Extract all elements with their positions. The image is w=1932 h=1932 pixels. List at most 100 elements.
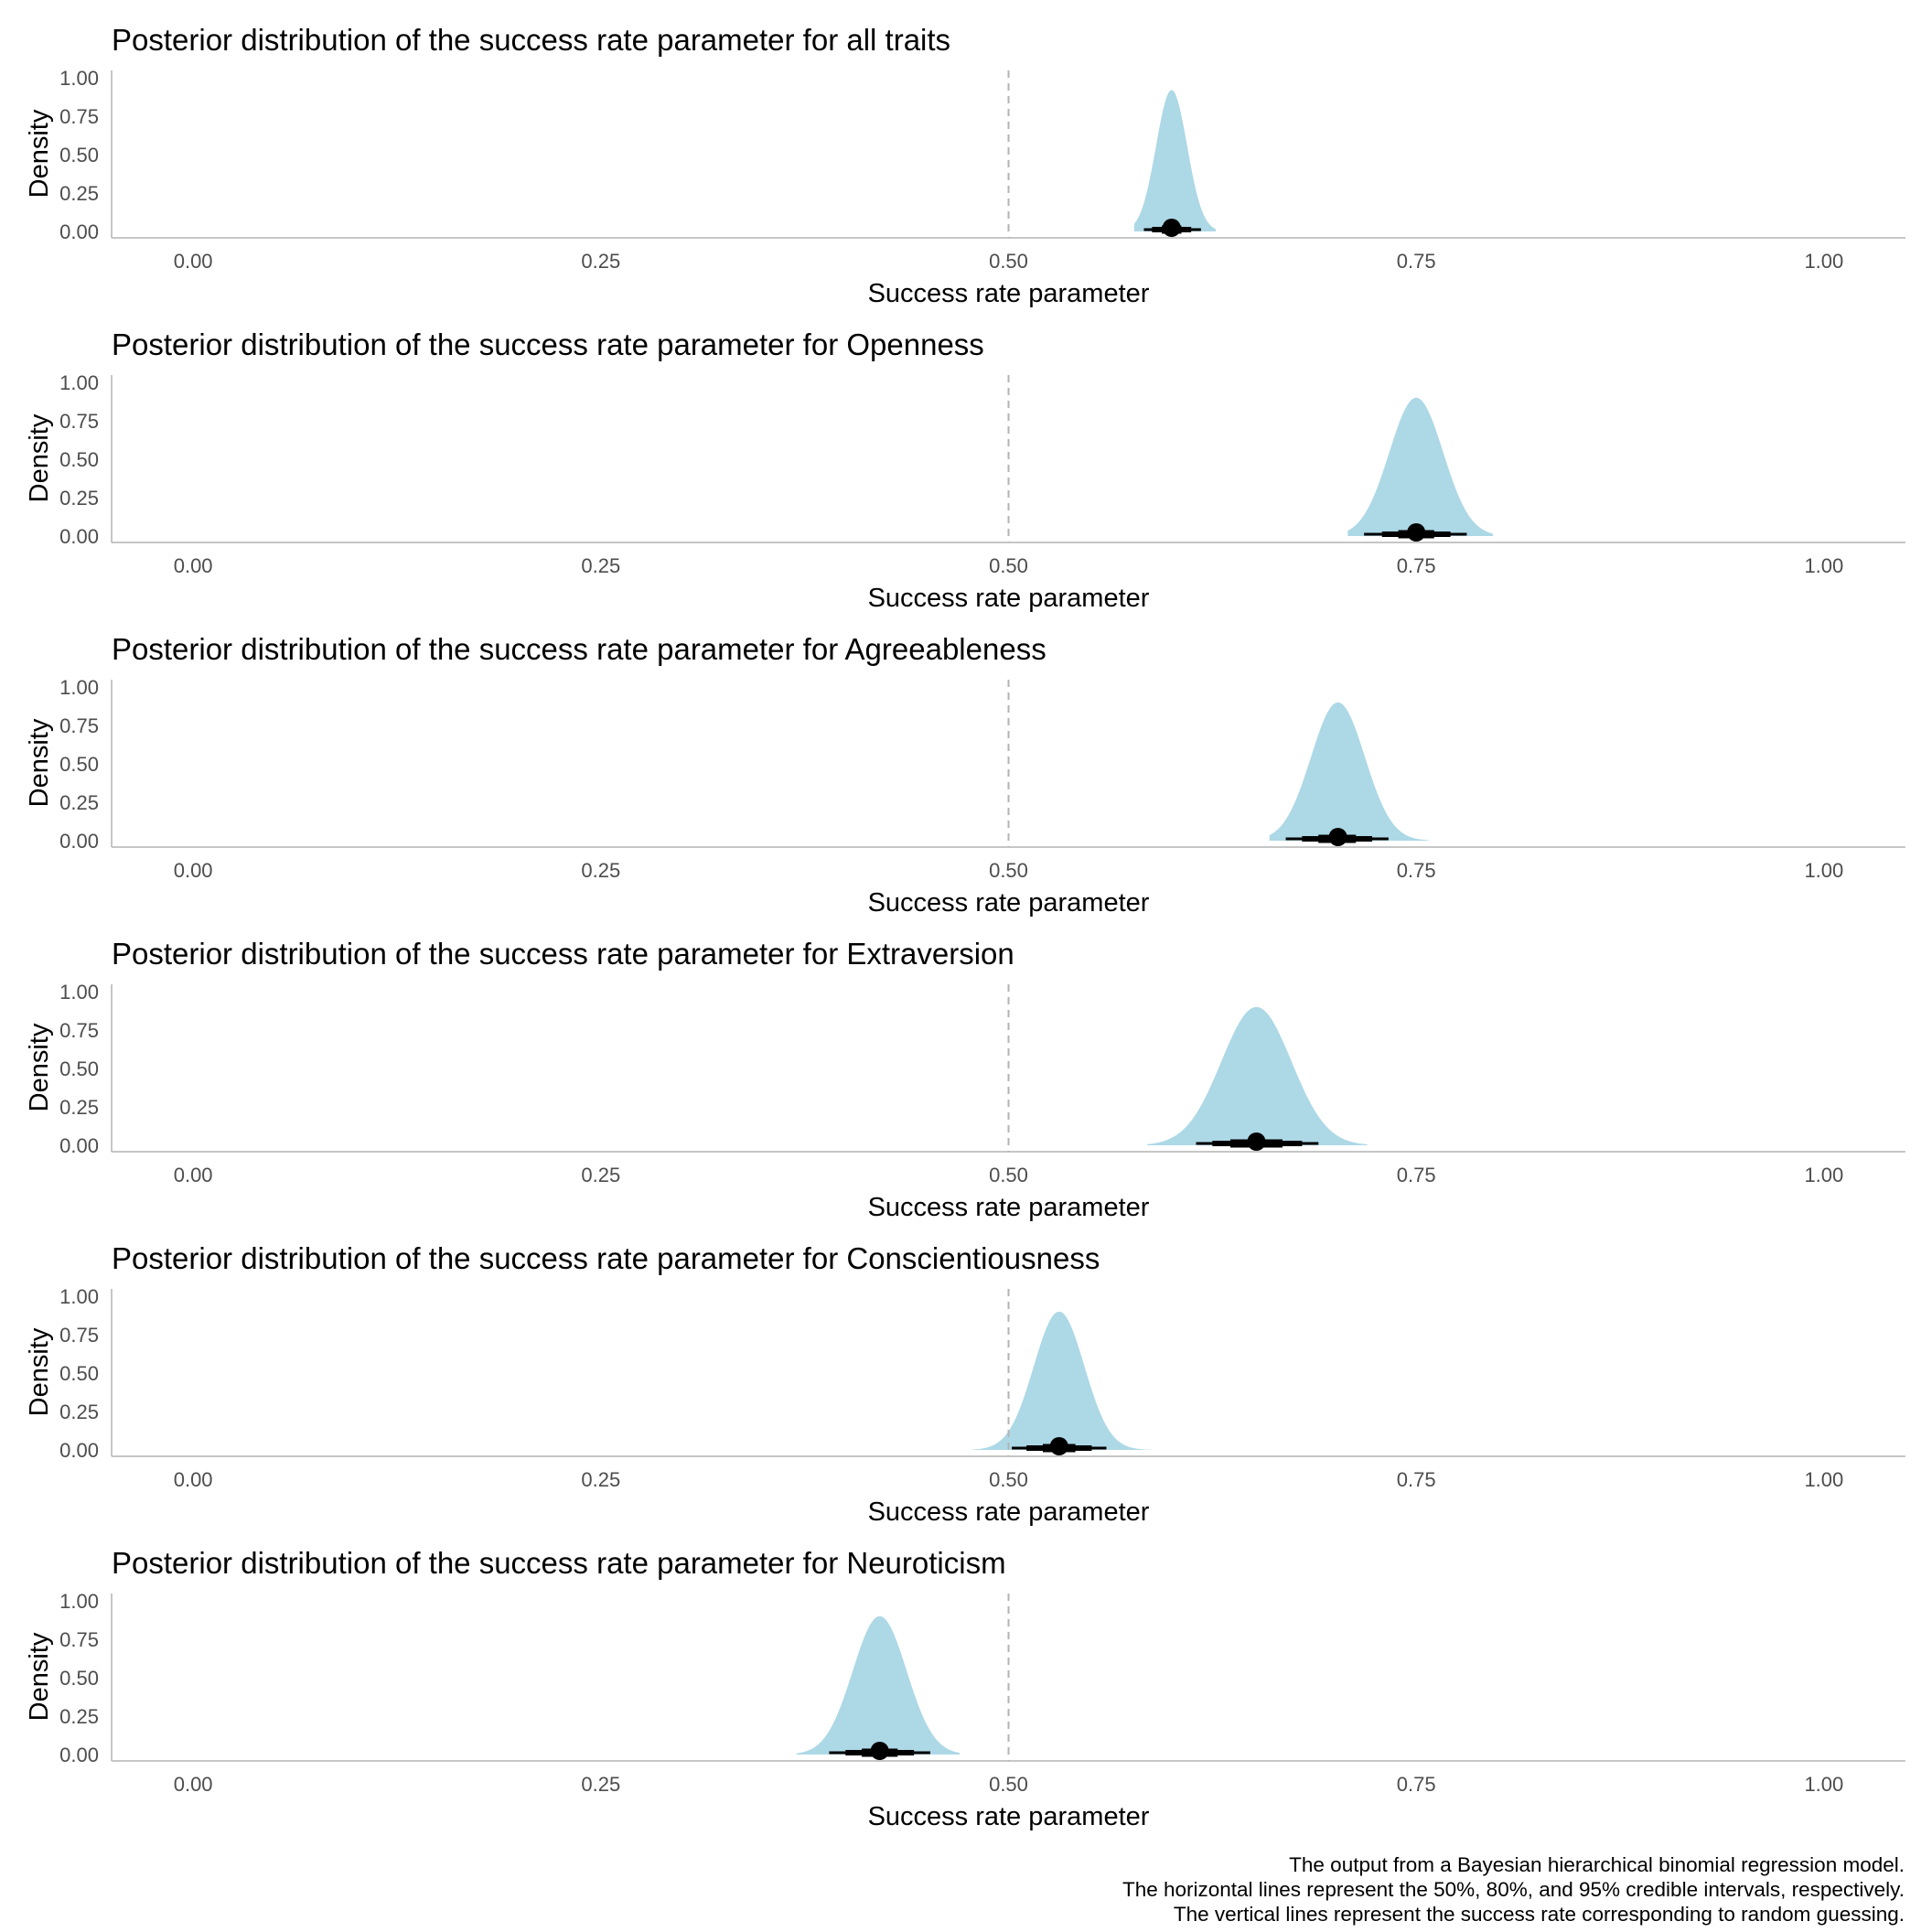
chart-panel: Posterior distribution of the success ra… <box>25 1546 1905 1831</box>
density-area <box>1347 397 1493 536</box>
y-tick-label: 0.25 <box>59 1401 99 1423</box>
x-tick-label: 0.75 <box>1397 554 1436 577</box>
y-tick-label: 0.50 <box>59 1362 99 1385</box>
x-tick-label: 0.00 <box>174 1468 213 1491</box>
chart-panel: Posterior distribution of the success ra… <box>25 23 1905 308</box>
x-tick-label: 0.50 <box>989 1468 1028 1491</box>
x-tick-label: 0.50 <box>989 554 1028 577</box>
panel-title: Posterior distribution of the success ra… <box>112 937 1014 971</box>
y-tick-label: 0.25 <box>59 791 99 814</box>
x-axis-title: Success rate parameter <box>868 1497 1150 1527</box>
y-tick-label: 1.00 <box>59 1590 99 1613</box>
x-tick-label: 1.00 <box>1804 1164 1843 1186</box>
x-axis-title: Success rate parameter <box>868 1193 1150 1222</box>
y-tick-label: 0.50 <box>59 753 99 776</box>
y-tick-label: 0.75 <box>59 1324 99 1347</box>
x-tick-label: 0.25 <box>581 859 620 882</box>
y-tick-label: 1.00 <box>59 371 99 394</box>
y-tick-label: 0.00 <box>59 1134 99 1157</box>
y-tick-label: 0.25 <box>59 182 99 205</box>
x-tick-label: 0.00 <box>174 554 213 577</box>
y-axis-title: Density <box>25 718 54 807</box>
point-estimate <box>870 1742 889 1760</box>
x-tick-label: 0.75 <box>1397 1773 1436 1796</box>
x-axis-title: Success rate parameter <box>868 584 1150 613</box>
y-tick-label: 0.50 <box>59 1057 99 1080</box>
y-tick-label: 0.75 <box>59 1628 99 1651</box>
x-tick-label: 0.75 <box>1397 250 1436 273</box>
y-tick-label: 0.00 <box>59 830 99 853</box>
y-tick-label: 1.00 <box>59 676 99 699</box>
panel-title: Posterior distribution of the success ra… <box>112 327 984 361</box>
y-tick-label: 0.25 <box>59 487 99 510</box>
y-tick-label: 1.00 <box>59 981 99 1004</box>
chart-panel: Posterior distribution of the success ra… <box>25 327 1905 613</box>
y-tick-label: 1.00 <box>59 1285 99 1308</box>
x-tick-label: 0.75 <box>1397 1164 1436 1186</box>
panel-title: Posterior distribution of the success ra… <box>112 632 1046 666</box>
y-tick-label: 0.50 <box>59 448 99 471</box>
y-tick-label: 0.00 <box>59 1744 99 1766</box>
y-axis-title: Density <box>25 1632 54 1721</box>
x-tick-label: 0.25 <box>581 554 620 577</box>
density-area <box>1147 1006 1368 1145</box>
x-tick-label: 0.00 <box>174 1164 213 1186</box>
x-tick-label: 1.00 <box>1804 250 1843 273</box>
x-tick-label: 1.00 <box>1804 1773 1843 1796</box>
x-tick-label: 0.50 <box>989 859 1028 882</box>
chart-panel: Posterior distribution of the success ra… <box>25 1241 1905 1527</box>
x-tick-label: 1.00 <box>1804 1468 1843 1491</box>
density-area <box>1133 90 1216 232</box>
point-estimate <box>1328 828 1347 846</box>
y-tick-label: 0.25 <box>59 1705 99 1728</box>
caption-line-1: The output from a Bayesian hierarchical … <box>1289 1853 1905 1876</box>
density-area <box>1269 702 1430 841</box>
point-estimate <box>1407 523 1426 542</box>
x-tick-label: 0.25 <box>581 1164 620 1186</box>
y-tick-label: 0.75 <box>59 714 99 737</box>
x-tick-label: 0.00 <box>174 1773 213 1796</box>
y-axis-title: Density <box>25 1327 54 1416</box>
x-tick-label: 0.25 <box>581 1468 620 1491</box>
panel-title: Posterior distribution of the success ra… <box>112 1546 1006 1580</box>
caption-line-2: The horizontal lines represent the 50%, … <box>1122 1878 1905 1901</box>
point-estimate <box>1049 1437 1068 1455</box>
x-axis-title: Success rate parameter <box>868 279 1150 308</box>
x-tick-label: 1.00 <box>1804 554 1843 577</box>
x-axis-title: Success rate parameter <box>868 888 1150 918</box>
y-tick-label: 0.25 <box>59 1096 99 1119</box>
x-tick-label: 1.00 <box>1804 859 1843 882</box>
y-tick-label: 0.00 <box>59 220 99 243</box>
x-tick-label: 0.50 <box>989 1164 1028 1186</box>
x-tick-label: 0.50 <box>989 1773 1028 1796</box>
x-tick-label: 0.25 <box>581 250 620 273</box>
density-area <box>796 1615 961 1755</box>
y-tick-label: 0.50 <box>59 1667 99 1690</box>
y-axis-title: Density <box>25 1023 54 1111</box>
y-tick-label: 0.75 <box>59 1019 99 1042</box>
figure-caption: The output from a Bayesian hierarchical … <box>1122 1852 1905 1927</box>
chart-panel: Posterior distribution of the success ra… <box>25 937 1905 1222</box>
x-tick-label: 0.00 <box>174 250 213 273</box>
y-tick-label: 0.75 <box>59 105 99 128</box>
panel-title: Posterior distribution of the success ra… <box>112 1241 1100 1275</box>
x-axis-title: Success rate parameter <box>868 1802 1150 1831</box>
chart-panel: Posterior distribution of the success ra… <box>25 632 1905 918</box>
x-tick-label: 0.00 <box>174 859 213 882</box>
x-tick-label: 0.25 <box>581 1773 620 1796</box>
y-tick-label: 1.00 <box>59 67 99 90</box>
caption-line-3: The vertical lines represent the success… <box>1173 1903 1905 1926</box>
x-tick-label: 0.75 <box>1397 859 1436 882</box>
y-tick-label: 0.50 <box>59 144 99 166</box>
x-tick-label: 0.50 <box>989 250 1028 273</box>
density-area <box>972 1311 1153 1450</box>
point-estimate <box>1162 219 1181 237</box>
y-tick-label: 0.75 <box>59 410 99 433</box>
point-estimate <box>1247 1132 1266 1151</box>
y-tick-label: 0.00 <box>59 1439 99 1462</box>
panel-title: Posterior distribution of the success ra… <box>112 23 950 57</box>
y-axis-title: Density <box>25 413 54 502</box>
x-tick-label: 0.75 <box>1397 1468 1436 1491</box>
y-axis-title: Density <box>25 109 54 198</box>
